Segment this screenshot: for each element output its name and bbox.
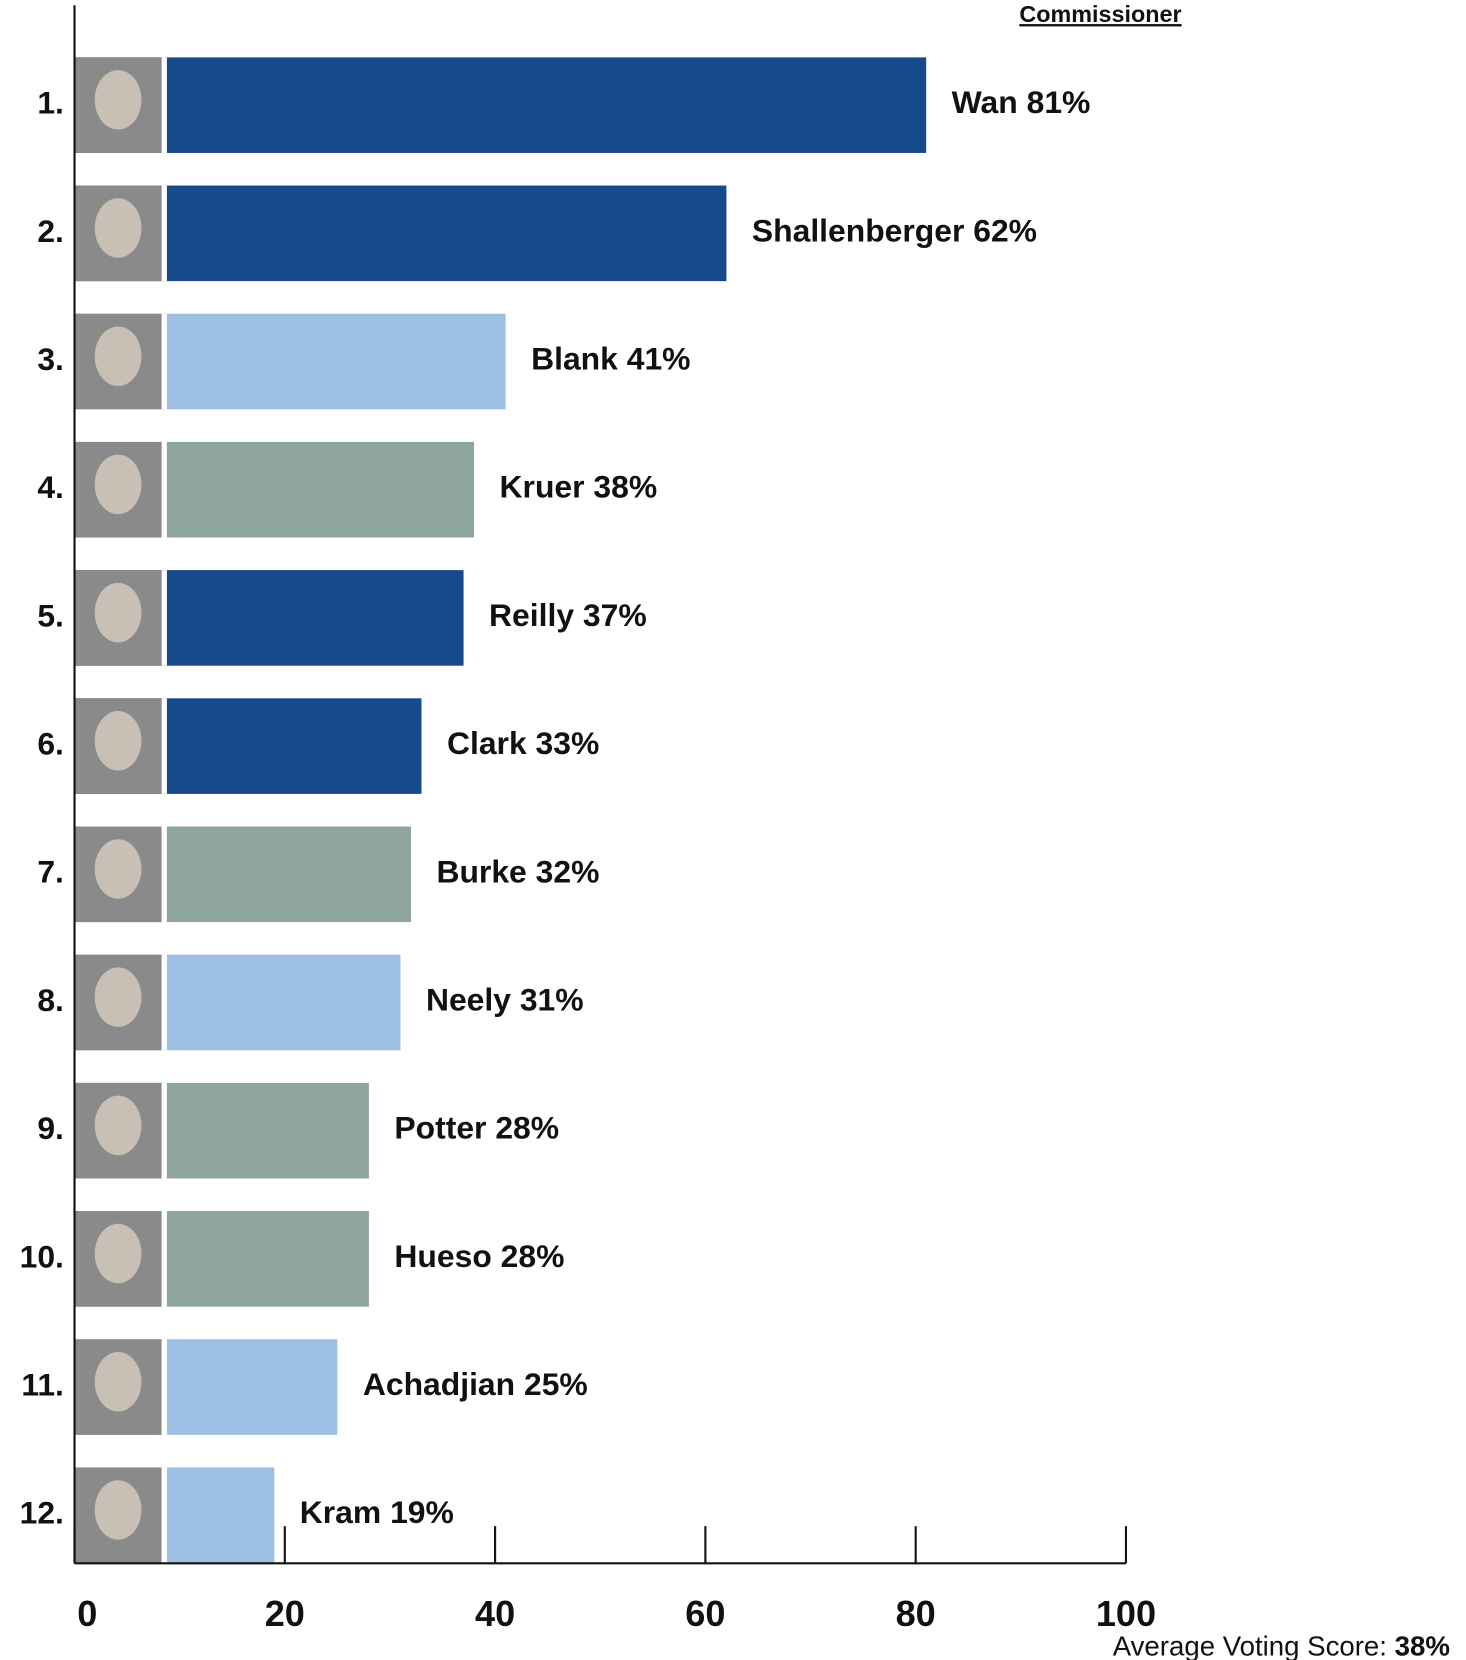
photo-face	[94, 326, 142, 386]
photo-face	[94, 711, 142, 771]
category-name: Hueso	[394, 1238, 491, 1274]
footnote: Average Voting Score: 38%	[1113, 1631, 1450, 1660]
rank-label: 3.	[37, 341, 64, 377]
header: Commissioner	[1019, 1, 1181, 27]
value-text: 33%	[536, 726, 600, 762]
value-label: Blank 41%	[531, 341, 690, 377]
x-tick-label: 40	[475, 1593, 515, 1634]
category-name: Kram	[300, 1495, 381, 1531]
photo-face	[94, 839, 142, 899]
rank-label: 4.	[37, 469, 64, 505]
x-tick-label: 100	[1096, 1593, 1156, 1634]
photo-gap	[161, 185, 167, 282]
value-label: Hueso 28%	[394, 1238, 564, 1274]
footnote-label: Average Voting Score:	[1113, 1631, 1387, 1660]
photo-face	[94, 454, 142, 515]
value-text: 41%	[627, 341, 691, 377]
value-text: 28%	[501, 1238, 565, 1274]
value-label: Achadjian 25%	[363, 1366, 588, 1402]
photo-face	[94, 582, 142, 643]
rank-label: 10.	[20, 1238, 64, 1274]
bar	[74, 185, 727, 282]
category-name: Clark	[447, 726, 527, 762]
photo-gap	[161, 1467, 167, 1564]
photo-gap	[161, 313, 167, 410]
photo-face	[94, 1095, 142, 1156]
category-name: Blank	[531, 341, 618, 377]
category-name: Reilly	[489, 597, 574, 633]
photo-gap	[161, 826, 167, 923]
value-label: Burke 32%	[436, 854, 599, 890]
value-label: Clark 33%	[447, 726, 599, 762]
rank-label: 6.	[37, 726, 64, 762]
photo-gap	[161, 441, 167, 538]
value-label: Potter 28%	[394, 1110, 559, 1146]
x-tick-label: 20	[265, 1593, 305, 1634]
photo-gap	[161, 954, 167, 1051]
category-name: Neely	[426, 982, 511, 1018]
value-label: Wan 81%	[952, 85, 1091, 121]
value-text: 81%	[1027, 85, 1091, 121]
x-tick-label: 80	[896, 1593, 936, 1634]
photo-face	[94, 1480, 142, 1540]
category-name: Shallenberger	[752, 213, 964, 249]
value-label: Shallenberger 62%	[752, 213, 1037, 249]
rank-label: 7.	[37, 854, 64, 890]
photo-gap	[161, 1082, 167, 1179]
bar	[74, 57, 927, 153]
photo-gap	[161, 570, 167, 666]
value-text: 31%	[520, 982, 584, 1018]
value-label: Neely 31%	[426, 982, 584, 1018]
category-name: Kruer	[500, 469, 585, 505]
photo-gap	[161, 1339, 167, 1435]
value-text: 25%	[524, 1366, 588, 1402]
category-name: Potter	[394, 1110, 486, 1146]
category-name: Wan	[952, 85, 1018, 121]
value-text: 62%	[973, 213, 1037, 249]
x-tick-label: 60	[685, 1593, 725, 1634]
rank-label: 9.	[37, 1110, 64, 1146]
rank-label: 1.	[37, 85, 64, 121]
photo-gap	[161, 698, 167, 794]
photo-face	[94, 1223, 142, 1284]
photo-face	[94, 198, 142, 258]
value-label: Reilly 37%	[489, 597, 647, 633]
value-text: 28%	[495, 1110, 559, 1146]
value-text: 38%	[593, 469, 657, 505]
rank-label: 2.	[37, 213, 64, 249]
photo-gap	[161, 1211, 167, 1307]
value-text: 19%	[390, 1495, 454, 1531]
value-text: 37%	[583, 597, 647, 633]
rank-label: 5.	[37, 597, 64, 633]
value-label: Kruer 38%	[500, 469, 658, 505]
category-name: Burke	[436, 854, 526, 890]
rank-label: 12.	[20, 1495, 64, 1531]
rank-label: 8.	[37, 982, 64, 1018]
photo-face	[94, 967, 142, 1027]
photo-face	[94, 70, 142, 130]
photo-gap	[161, 57, 167, 153]
value-label: Kram 19%	[300, 1495, 454, 1531]
rank-label: 11.	[21, 1366, 64, 1402]
footnote-value: 38%	[1395, 1631, 1450, 1660]
value-text: 32%	[536, 854, 600, 890]
x-tick-label: 0	[77, 1593, 97, 1634]
category-name: Achadjian	[363, 1366, 515, 1402]
photo-face	[94, 1352, 142, 1412]
